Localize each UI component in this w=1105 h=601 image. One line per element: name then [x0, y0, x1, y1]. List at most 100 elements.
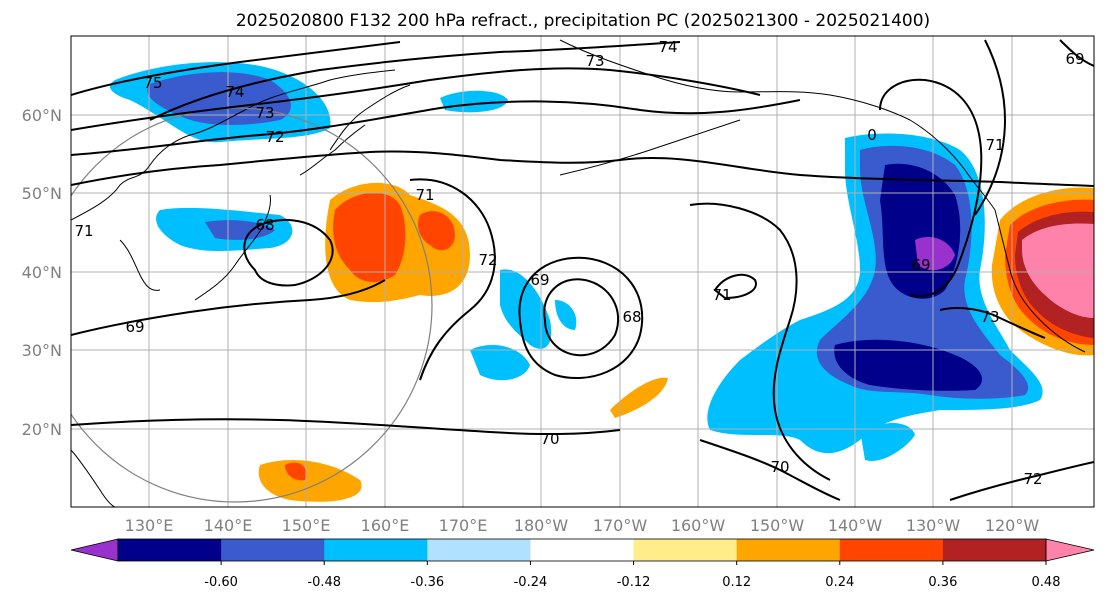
- colorbar-tick-label: 0.48: [1032, 575, 1061, 590]
- na-west-coast: [994, 209, 1086, 353]
- negative-anomaly-central-pacific-south: [470, 345, 530, 381]
- contour-73: [71, 67, 761, 131]
- contour-72: [71, 99, 801, 156]
- colorbar: -0.60 -0.48 -0.36 -0.24 -0.12 0.12 0.24 0.36 0.4…: [70, 538, 1095, 590]
- contour-71: [71, 150, 1094, 187]
- negative-anomaly-60n-core: [147, 72, 291, 125]
- contour-label: 71: [985, 136, 1004, 154]
- contour-71-small: [713, 273, 757, 300]
- contour-71-east: [689, 202, 831, 481]
- lon-label: 140°W: [828, 516, 883, 535]
- refractivity-contours: [71, 39, 1094, 501]
- contour-68-central: [543, 278, 620, 357]
- contour-label: 72: [1023, 470, 1042, 488]
- lon-label: 130°E: [125, 516, 174, 535]
- contour-label: 74: [658, 38, 677, 56]
- reference-circle: [71, 107, 433, 503]
- contour-label: 0: [867, 126, 877, 144]
- colorbar-extend-high: [1045, 538, 1095, 562]
- contour-73-ne: [1059, 39, 1094, 67]
- contour-73-east: [939, 307, 1046, 339]
- latitude-labels: 60°N 50°N 40°N 30°N 20°N: [22, 106, 62, 439]
- map-area: 75 74 73 72 71 68 69 71 72 69 68 71 70 7…: [70, 35, 1095, 508]
- contour-72-south: [949, 461, 1094, 501]
- contour-69-east: [879, 78, 983, 298]
- japan-coast: [194, 194, 271, 301]
- lon-label: 170°W: [593, 516, 648, 535]
- contour-label: 71: [712, 286, 731, 304]
- colorbar-tick-label: -0.24: [514, 575, 548, 590]
- contour-label: 70: [770, 458, 789, 476]
- negative-anomaly-60n-east: [440, 90, 508, 113]
- colorbar-tick-label: 0.24: [825, 575, 854, 590]
- colorbar-tick-label: 0.36: [928, 575, 957, 590]
- positive-anomaly-subtropics: [610, 377, 668, 418]
- contour-69-central: [518, 256, 644, 380]
- colorbar-segment: [839, 539, 944, 561]
- negative-anomaly-ne-pacific-core-south: [834, 339, 983, 391]
- lon-label: 170°E: [439, 516, 488, 535]
- contour-label: 70: [540, 430, 559, 448]
- lon-label: 160°W: [671, 516, 726, 535]
- colorbar-segment: [427, 539, 531, 561]
- contour-labels: 75 74 73 72 71 68 69 71 72 69 68 71 70 7…: [74, 38, 1084, 488]
- contour-69-west: [71, 279, 386, 336]
- kuril-coast: [299, 124, 366, 176]
- contour-74: [149, 41, 681, 121]
- contour-label: 73: [585, 52, 604, 70]
- map-frame: [70, 35, 1095, 508]
- contour-label: 71: [415, 186, 434, 204]
- contour-label: 72: [265, 128, 284, 146]
- lat-label: 30°N: [22, 341, 62, 360]
- colorbar-tick-label: -0.48: [307, 575, 341, 590]
- colorbar-tick-label: -0.12: [617, 575, 651, 590]
- contour-label: 72: [478, 251, 497, 269]
- map-title: 2025020800 F132 200 hPa refract., precip…: [236, 11, 930, 31]
- negative-anomaly-hawaii-south: [860, 423, 915, 461]
- contour-71-alaska: [974, 39, 1006, 216]
- colorbar-segment: [942, 539, 1047, 561]
- positive-anomaly-southwest: [258, 460, 362, 502]
- colorbar-tick-label: -0.36: [411, 575, 445, 590]
- contour-label: 74: [225, 83, 244, 101]
- colorbar-segment: [736, 539, 841, 561]
- contour-label: 68: [255, 216, 274, 234]
- contour-75: [71, 41, 401, 96]
- aleutian-coast: [559, 119, 741, 176]
- colorbar-tick-label: -0.60: [204, 575, 238, 590]
- asia-coast: [71, 69, 396, 221]
- lon-label: 130°W: [906, 516, 961, 535]
- negative-anomaly-central-pacific: [500, 269, 552, 349]
- lat-label: 20°N: [22, 420, 62, 439]
- contour-72-central: [409, 178, 496, 381]
- negative-anomaly-central-pacific-east: [555, 300, 577, 330]
- colorbar-frame: [117, 538, 1047, 562]
- lon-label: 180°W: [514, 516, 569, 535]
- contour-label: 75: [143, 74, 162, 92]
- lon-label: 150°W: [750, 516, 805, 535]
- extreme-positive-anomaly-us-west: [1022, 223, 1094, 318]
- lat-label: 40°N: [22, 263, 62, 282]
- contour-label: 69: [1065, 50, 1084, 68]
- longitude-labels: 130°E 140°E 150°E 160°E 170°E 180°W 170°…: [125, 516, 1040, 535]
- lon-label: 150°E: [282, 516, 331, 535]
- contour-label: 71: [74, 222, 93, 240]
- contour-label: 73: [980, 308, 999, 326]
- contour-label: 68: [622, 308, 641, 326]
- contour-label: 69: [530, 271, 549, 289]
- contour-70-south: [699, 439, 841, 501]
- colorbar-extend-low: [70, 538, 119, 562]
- sea-coast: [71, 449, 116, 507]
- korea-coast: [119, 239, 161, 291]
- strong-positive-anomaly-160e: [333, 192, 406, 282]
- contour-label: 69: [911, 256, 930, 274]
- colorbar-tick-label: 0.12: [722, 575, 751, 590]
- graticule: [71, 36, 1094, 507]
- colorbar-segment: [324, 539, 428, 561]
- lon-label: 120°W: [985, 516, 1040, 535]
- contour-label: 73: [255, 104, 274, 122]
- colorbar-segment: [118, 539, 222, 561]
- strong-positive-anomaly-southwest: [285, 462, 307, 481]
- colorbar-segment: [221, 539, 325, 561]
